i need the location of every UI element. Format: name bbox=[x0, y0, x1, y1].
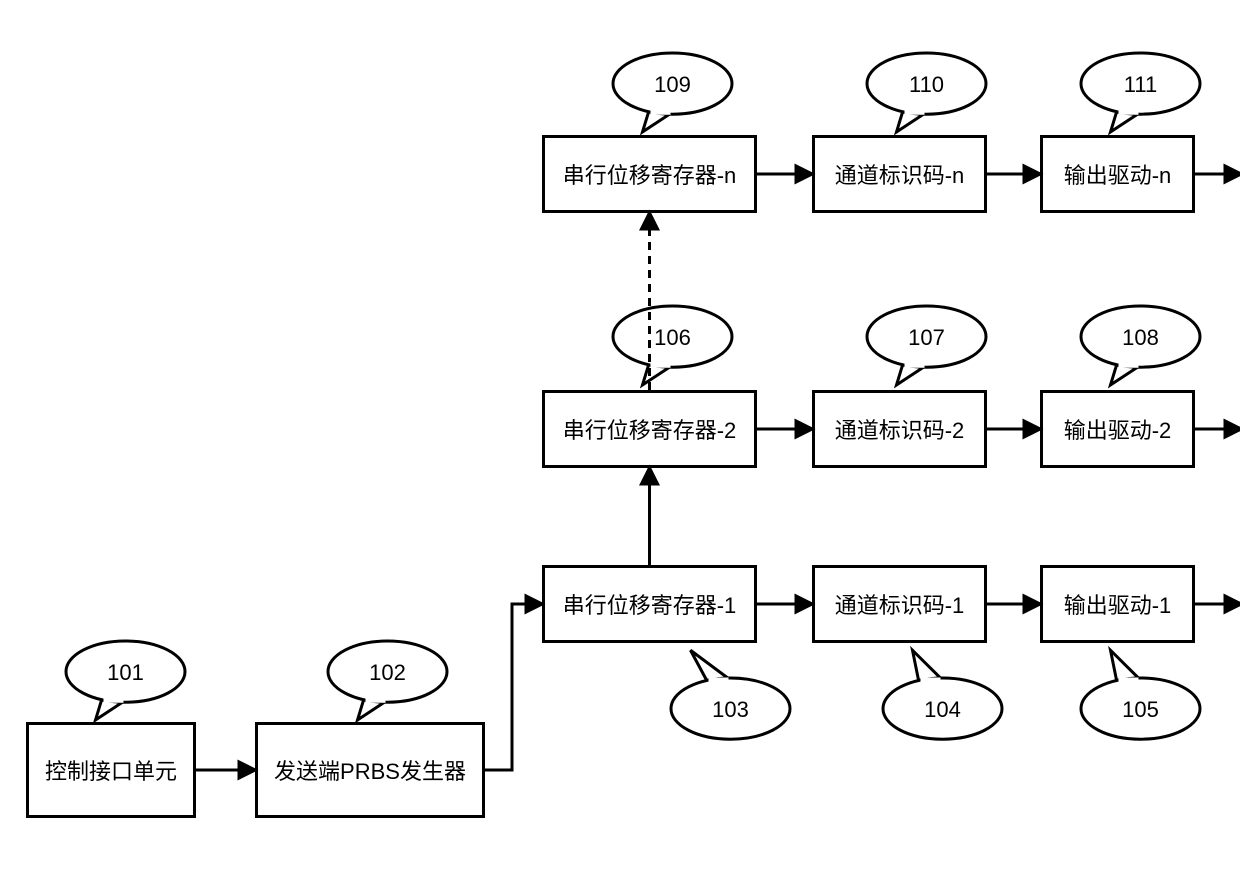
diagram-canvas: 控制接口单元发送端PRBS发生器串行位移寄存器-1通道标识码-1输出驱动-1串行… bbox=[0, 0, 1240, 888]
arrow bbox=[0, 0, 1240, 888]
